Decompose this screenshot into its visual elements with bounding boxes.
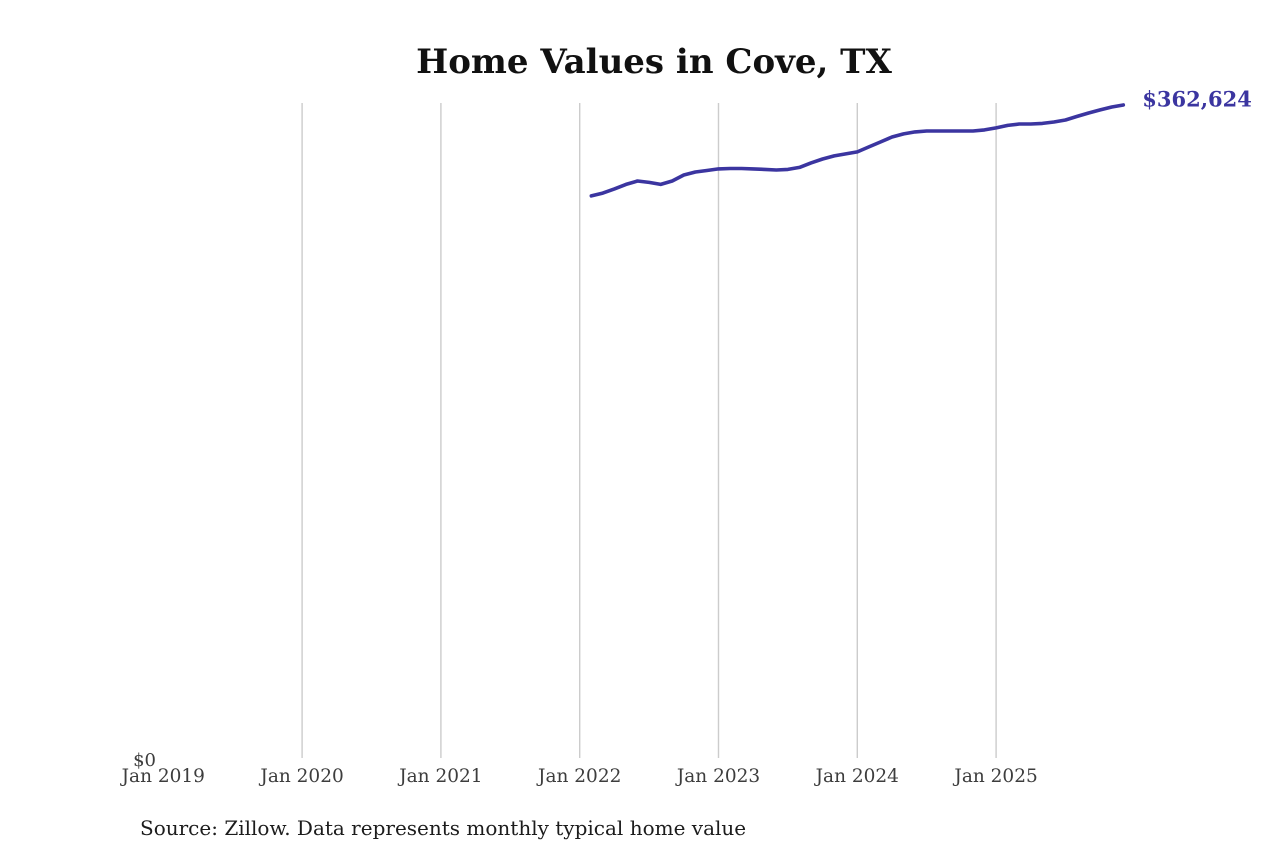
y-axis-zero-label: $0: [133, 750, 156, 771]
x-tick-label: Jan 2020: [258, 766, 343, 787]
x-axis-labels: Jan 2019 Jan 2020 Jan 2021 Jan 2022 Jan …: [120, 766, 1038, 787]
x-tick-label: Jan 2019: [120, 766, 205, 787]
x-tick-label: Jan 2022: [536, 766, 621, 787]
end-value-label: $362,624: [1142, 87, 1252, 112]
chart-title: Home Values in Cove, TX: [416, 42, 892, 82]
source-note: Source: Zillow. Data represents monthly …: [140, 816, 746, 840]
x-tick-label: Jan 2021: [397, 766, 482, 787]
home-value-line: [589, 103, 1126, 198]
x-tick-label: Jan 2024: [814, 766, 899, 787]
gridlines: [301, 103, 997, 758]
x-tick-label: Jan 2025: [952, 766, 1037, 787]
x-tick-label: Jan 2023: [675, 766, 760, 787]
